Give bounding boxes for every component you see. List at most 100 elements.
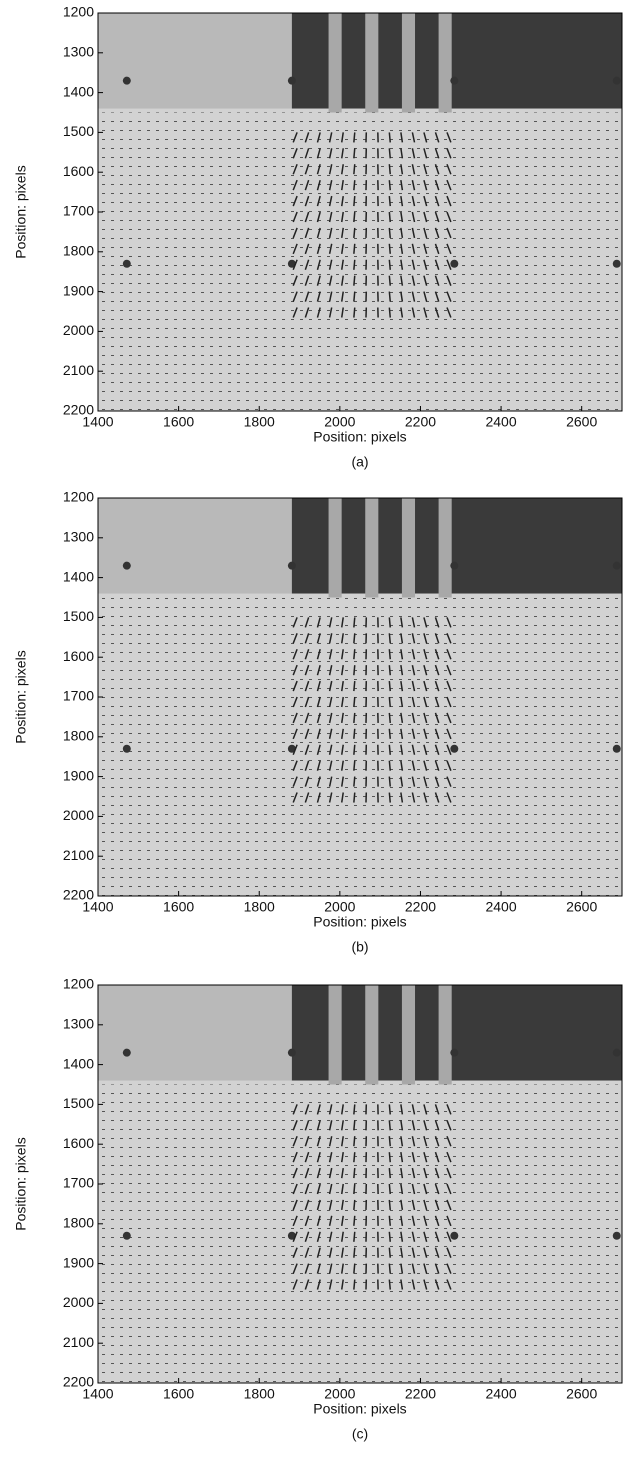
flow-arrow [434, 792, 440, 803]
flow-arrow [434, 617, 440, 628]
flow-arrow [446, 744, 452, 756]
flow-arrow [353, 728, 356, 739]
flow-arrow [423, 744, 428, 755]
flow-arrow [328, 1183, 333, 1195]
reference-marker [122, 744, 131, 753]
flow-arrow [316, 259, 321, 270]
flow-arrow [423, 1120, 428, 1131]
flow-arrow [304, 275, 310, 286]
flow-arrow [434, 1215, 440, 1227]
flow-arrow [292, 744, 298, 756]
flow-arrow [292, 211, 298, 223]
light-column [401, 13, 416, 113]
flow-arrow [328, 1231, 333, 1242]
flow-arrow [388, 681, 391, 692]
flow-arrow [423, 1199, 428, 1211]
flow-arrow [411, 148, 416, 159]
flow-arrow [400, 760, 404, 771]
flow-arrow [316, 1136, 321, 1147]
flow-arrow [328, 792, 333, 803]
flow-arrow [400, 744, 404, 755]
flow-arrow [434, 649, 440, 660]
y-tick-label: 1600 [63, 648, 94, 664]
flow-arrow [328, 1199, 333, 1211]
y-tick-label: 1600 [63, 1135, 94, 1151]
x-tick-label: 2400 [485, 899, 516, 915]
flow-arrow [316, 649, 321, 660]
flow-arrow [353, 1263, 356, 1274]
flow-arrow [400, 259, 404, 270]
flow-arrow [328, 617, 333, 628]
flow-arrow [353, 1199, 356, 1210]
flow-arrow [400, 1199, 404, 1211]
flow-arrow [434, 148, 440, 159]
reference-marker [122, 1048, 131, 1057]
flow-arrow [316, 1120, 321, 1131]
flow-arrow [423, 307, 428, 318]
light-column [401, 498, 416, 598]
flow-arrow [340, 1215, 344, 1226]
y-tick-label: 2100 [63, 362, 94, 378]
flow-arrow [388, 633, 391, 644]
y-tick-label: 1400 [63, 1055, 94, 1071]
flow-arrow [411, 696, 416, 708]
flow-arrow [446, 1279, 452, 1290]
flow-arrow [423, 179, 428, 191]
flow-arrow [411, 649, 416, 660]
light-column [365, 985, 379, 1085]
caption: (b) [351, 939, 368, 955]
flow-arrow [292, 760, 298, 771]
flow-arrow [292, 1279, 298, 1290]
flow-arrow [340, 227, 344, 239]
flow-arrow [411, 1215, 416, 1226]
flow-arrow [411, 792, 416, 803]
flow-arrow [316, 728, 321, 740]
flow-arrow [434, 744, 440, 755]
flow-arrow [292, 195, 298, 207]
flow-arrow [316, 1151, 321, 1163]
y-tick-label: 1900 [63, 767, 94, 783]
flow-arrow [446, 617, 452, 628]
flow-arrow [316, 164, 321, 175]
flow-arrow [400, 1279, 404, 1290]
flow-arrow [400, 227, 404, 239]
flow-arrow [304, 776, 310, 787]
flow-arrow [411, 633, 416, 644]
flow-arrow [423, 1231, 428, 1242]
y-tick-label: 1600 [63, 163, 94, 179]
flow-arrow [434, 1279, 440, 1290]
flow-arrow [353, 259, 356, 270]
flow-arrow [446, 1263, 452, 1274]
vector-grid [98, 112, 622, 411]
flow-arrow [353, 760, 356, 771]
flow-arrow [353, 196, 356, 207]
photo [98, 498, 622, 896]
flow-arrow [292, 275, 298, 286]
flow-arrow [340, 617, 344, 628]
flow-arrow [434, 195, 440, 207]
flow-arrow [304, 1215, 310, 1227]
flow-arrow [292, 163, 298, 175]
flow-arrow [316, 179, 321, 191]
flow-arrow [292, 728, 298, 740]
flow-arrow [304, 179, 310, 191]
flow-arrow [423, 195, 428, 207]
flow-arrow [434, 1247, 440, 1258]
flow-arrow [316, 211, 321, 223]
flow-arrow [400, 792, 404, 803]
reference-marker [612, 1048, 621, 1057]
y-tick-label: 1900 [63, 1254, 94, 1270]
flow-arrow [400, 164, 404, 175]
flow-arrow [316, 712, 321, 724]
flow-arrow [446, 1247, 452, 1258]
flow-arrow [304, 307, 310, 318]
vector-grid [98, 1084, 622, 1383]
flow-arrow [434, 132, 440, 143]
flow-arrow [353, 180, 356, 191]
flow-arrow [411, 617, 416, 628]
flow-arrow [400, 275, 404, 286]
flow-arrow [328, 1136, 333, 1147]
light-column [438, 985, 452, 1085]
flow-arrow [316, 1279, 321, 1290]
flow-arrow [446, 307, 452, 318]
